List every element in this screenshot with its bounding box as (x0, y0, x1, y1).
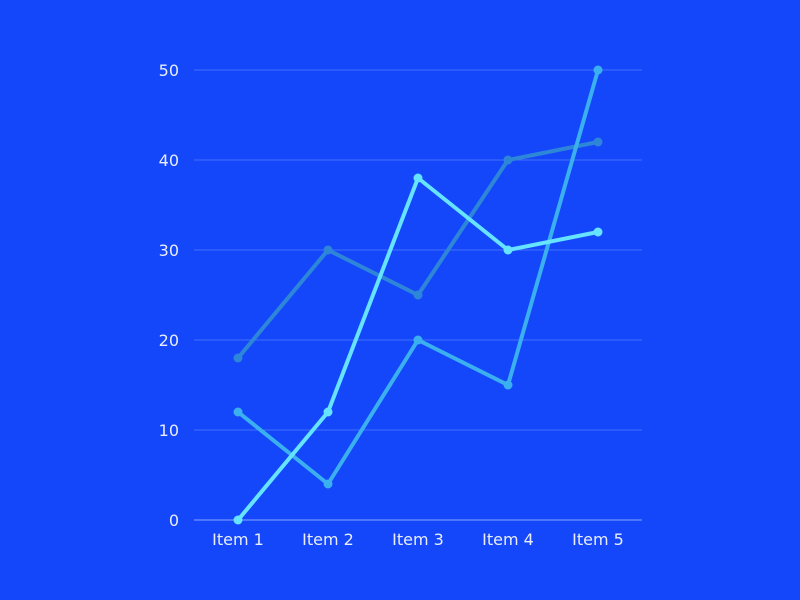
data-point (323, 245, 333, 255)
data-point (593, 65, 603, 75)
data-point (593, 137, 603, 147)
x-tick-label: Item 1 (212, 530, 264, 549)
data-point (503, 155, 513, 165)
x-tick-label: Item 3 (392, 530, 444, 549)
data-point (323, 407, 333, 417)
x-axis-ticks: Item 1 Item 2 Item 3 Item 4 Item 5 (212, 530, 624, 549)
x-tick-label: Item 4 (482, 530, 534, 549)
x-tick-label: Item 5 (572, 530, 624, 549)
data-point (503, 380, 513, 390)
y-tick-label: 20 (159, 331, 179, 350)
data-point (233, 407, 243, 417)
y-tick-label: 10 (159, 421, 179, 440)
data-point (413, 335, 423, 345)
series-line-3 (236, 176, 600, 522)
y-tick-label: 50 (159, 61, 179, 80)
data-point (323, 479, 333, 489)
data-point (233, 515, 243, 525)
y-tick-label: 30 (159, 241, 179, 260)
x-tick-label: Item 2 (302, 530, 354, 549)
y-axis-ticks: 0 10 20 30 40 50 (159, 61, 179, 530)
data-point (413, 173, 423, 183)
series-line-2 (236, 68, 600, 486)
data-point (233, 353, 243, 363)
series-points (233, 65, 603, 525)
y-tick-label: 0 (169, 511, 179, 530)
y-tick-label: 40 (159, 151, 179, 170)
data-point (413, 290, 423, 300)
data-point (503, 245, 513, 255)
data-point (593, 227, 603, 237)
